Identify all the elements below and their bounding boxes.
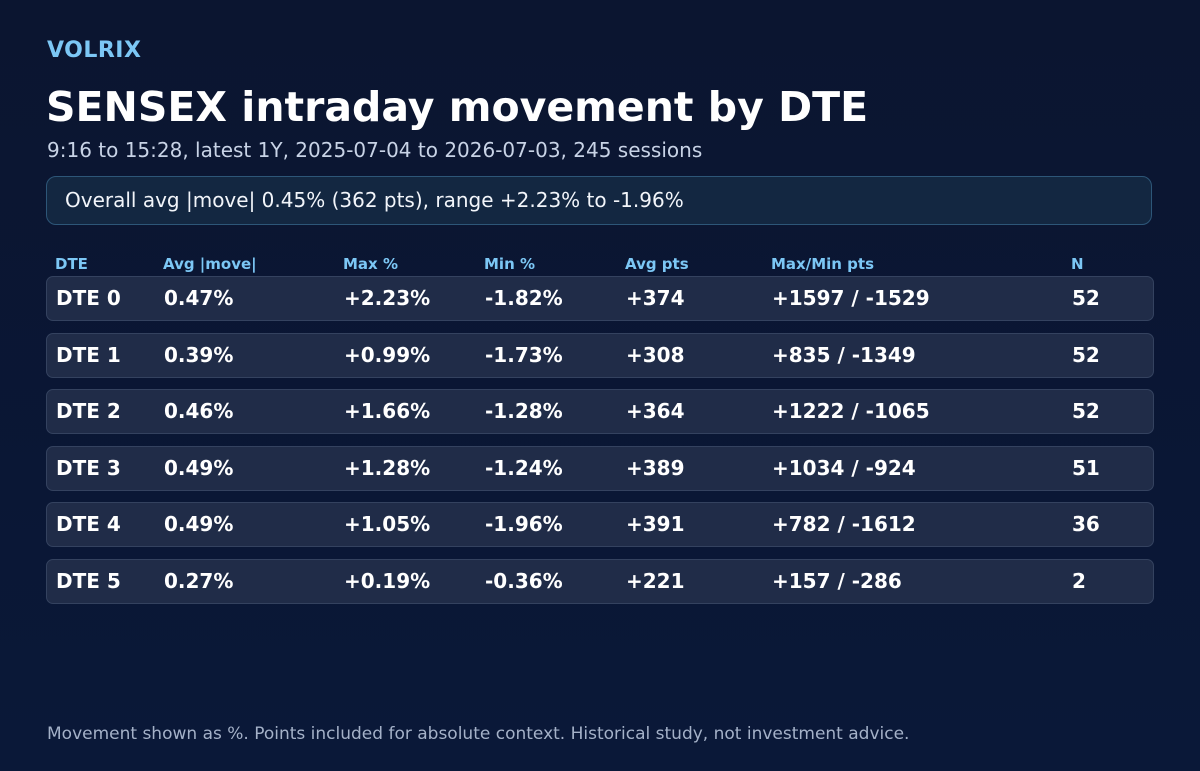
cell-n: 52	[1072, 286, 1100, 310]
cell-avg-pts: +364	[626, 399, 685, 424]
header-min-pct: Min %	[484, 255, 535, 273]
cell-max-min-pts: +1222 / -1065	[772, 399, 930, 424]
table-row: DTE 5 0.27% +0.19% -0.36% +221 +157 / -2…	[46, 558, 1154, 604]
cell-dte: DTE 4	[56, 512, 121, 537]
cell-n: 36	[1072, 512, 1100, 537]
table-row: DTE 0 0.47% +2.23% -1.82% +374 +1597 / -…	[46, 276, 1154, 321]
cell-avg-move: 0.49%	[164, 512, 234, 537]
header-avg-pts: Avg pts	[625, 255, 689, 273]
cell-dte: DTE 5	[56, 568, 121, 593]
cell-dte: DTE 2	[56, 399, 121, 424]
cell-avg-move: 0.39%	[164, 342, 234, 367]
summary-box: Overall avg |move| 0.45% (362 pts), rang…	[46, 176, 1152, 225]
summary-text: Overall avg |move| 0.45% (362 pts), rang…	[65, 188, 684, 212]
cell-min-pct: -1.24%	[485, 455, 563, 480]
cell-avg-pts: +221	[626, 568, 685, 593]
cell-dte: DTE 3	[56, 455, 121, 480]
cell-max-pct: +0.19%	[344, 568, 431, 593]
cell-max-min-pts: +835 / -1349	[772, 342, 916, 367]
cell-avg-pts: +389	[626, 455, 685, 480]
cell-dte: DTE 0	[56, 286, 121, 310]
table-row: DTE 1 0.39% +0.99% -1.73% +308 +835 / -1…	[46, 332, 1154, 378]
table-header: DTE Avg |move| Max % Min % Avg pts Max/M…	[46, 254, 1154, 274]
cell-max-min-pts: +1597 / -1529	[772, 286, 930, 310]
table-row: DTE 2 0.46% +1.66% -1.28% +364 +1222 / -…	[46, 389, 1154, 435]
brand-logo: VOLRIX	[47, 38, 142, 63]
cell-dte: DTE 1	[56, 342, 121, 367]
header-dte: DTE	[55, 255, 88, 273]
cell-min-pct: -1.28%	[485, 399, 563, 424]
table-row: DTE 3 0.49% +1.28% -1.24% +389 +1034 / -…	[46, 445, 1154, 491]
cell-min-pct: -1.82%	[485, 286, 563, 310]
cell-avg-pts: +391	[626, 512, 685, 537]
cell-avg-pts: +308	[626, 342, 685, 367]
cell-n: 51	[1072, 455, 1100, 480]
cell-max-pct: +2.23%	[344, 286, 431, 310]
table-row: DTE 4 0.49% +1.05% -1.96% +391 +782 / -1…	[46, 502, 1154, 548]
cell-n: 52	[1072, 342, 1100, 367]
cell-avg-pts: +374	[626, 286, 685, 310]
cell-n: 2	[1072, 568, 1086, 593]
cell-max-pct: +1.28%	[344, 455, 431, 480]
cell-min-pct: -0.36%	[485, 568, 563, 593]
cell-max-pct: +1.05%	[344, 512, 431, 537]
page-subtitle: 9:16 to 15:28, latest 1Y, 2025-07-04 to …	[47, 138, 703, 162]
cell-max-pct: +0.99%	[344, 342, 431, 367]
header-n: N	[1071, 255, 1084, 273]
cell-max-pct: +1.66%	[344, 399, 431, 424]
cell-avg-move: 0.46%	[164, 399, 234, 424]
page-title: SENSEX intraday movement by DTE	[46, 83, 869, 131]
disclaimer-footer: Movement shown as %. Points included for…	[47, 724, 910, 744]
cell-avg-move: 0.49%	[164, 455, 234, 480]
table-body: DTE 0 0.47% +2.23% -1.82% +374 +1597 / -…	[46, 276, 1154, 616]
cell-max-min-pts: +1034 / -924	[772, 455, 916, 480]
cell-min-pct: -1.96%	[485, 512, 563, 537]
header-max-pct: Max %	[343, 255, 398, 273]
cell-n: 52	[1072, 399, 1100, 424]
header-max-min-pts: Max/Min pts	[771, 255, 875, 273]
cell-avg-move: 0.47%	[164, 286, 234, 310]
cell-max-min-pts: +782 / -1612	[772, 512, 916, 537]
cell-min-pct: -1.73%	[485, 342, 563, 367]
cell-max-min-pts: +157 / -286	[772, 568, 902, 593]
header-avg-move: Avg |move|	[163, 255, 257, 273]
cell-avg-move: 0.27%	[164, 568, 234, 593]
